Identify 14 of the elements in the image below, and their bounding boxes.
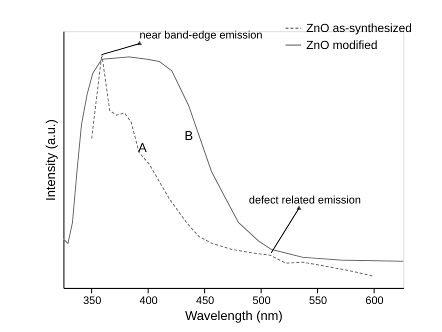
legend-label: ZnO modified <box>306 38 378 52</box>
x-tick-label: 500 <box>252 295 271 308</box>
x-tick-label: 450 <box>196 295 214 308</box>
x-tick-label: 350 <box>83 295 102 308</box>
x-tick-label: 600 <box>365 295 384 308</box>
annotation: B <box>184 128 194 144</box>
y-axis-title: Intensity (a.u.) <box>43 119 58 201</box>
annotation: defect related emission <box>248 194 361 206</box>
x-tick-label: 550 <box>308 295 328 308</box>
annotation: A <box>138 140 148 155</box>
legend-label: ZnO as-synthesized <box>306 21 412 36</box>
x-axis-title: Wavelength (nm) <box>185 308 283 324</box>
annotation: near band-edge emission <box>139 30 262 42</box>
x-tick-label: 400 <box>140 295 158 308</box>
